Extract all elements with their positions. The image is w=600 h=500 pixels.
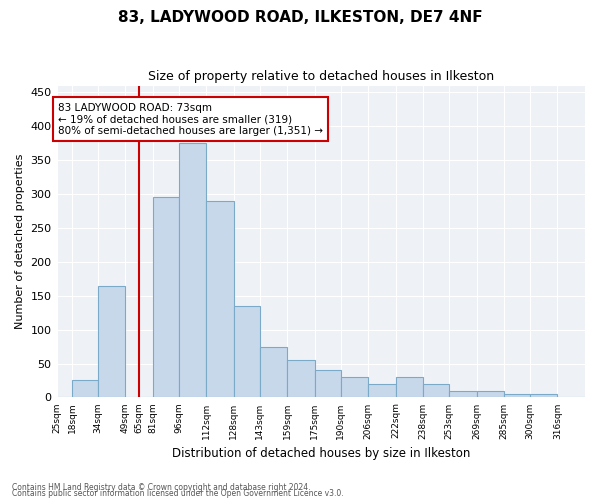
Bar [449,390,476,398]
Bar [504,394,530,398]
Text: Contains HM Land Registry data © Crown copyright and database right 2024.: Contains HM Land Registry data © Crown c… [12,483,311,492]
Bar [206,201,234,398]
Bar [72,380,98,398]
Bar [368,384,395,398]
Y-axis label: Number of detached properties: Number of detached properties [15,154,25,329]
Bar [153,198,179,398]
Bar [530,394,557,398]
Text: 83 LADYWOOD ROAD: 73sqm
← 19% of detached houses are smaller (319)
80% of semi-d: 83 LADYWOOD ROAD: 73sqm ← 19% of detache… [58,102,323,136]
Title: Size of property relative to detached houses in Ilkeston: Size of property relative to detached ho… [148,70,494,83]
Bar [341,377,368,398]
Text: Contains public sector information licensed under the Open Government Licence v3: Contains public sector information licen… [12,489,344,498]
Bar [260,346,287,398]
Bar [234,306,260,398]
X-axis label: Distribution of detached houses by size in Ilkeston: Distribution of detached houses by size … [172,447,470,460]
Bar [395,377,423,398]
Bar [476,390,504,398]
Text: 83, LADYWOOD ROAD, ILKESTON, DE7 4NF: 83, LADYWOOD ROAD, ILKESTON, DE7 4NF [118,10,482,25]
Bar [287,360,315,398]
Bar [98,286,125,398]
Bar [315,370,341,398]
Bar [423,384,449,398]
Bar [179,143,206,398]
